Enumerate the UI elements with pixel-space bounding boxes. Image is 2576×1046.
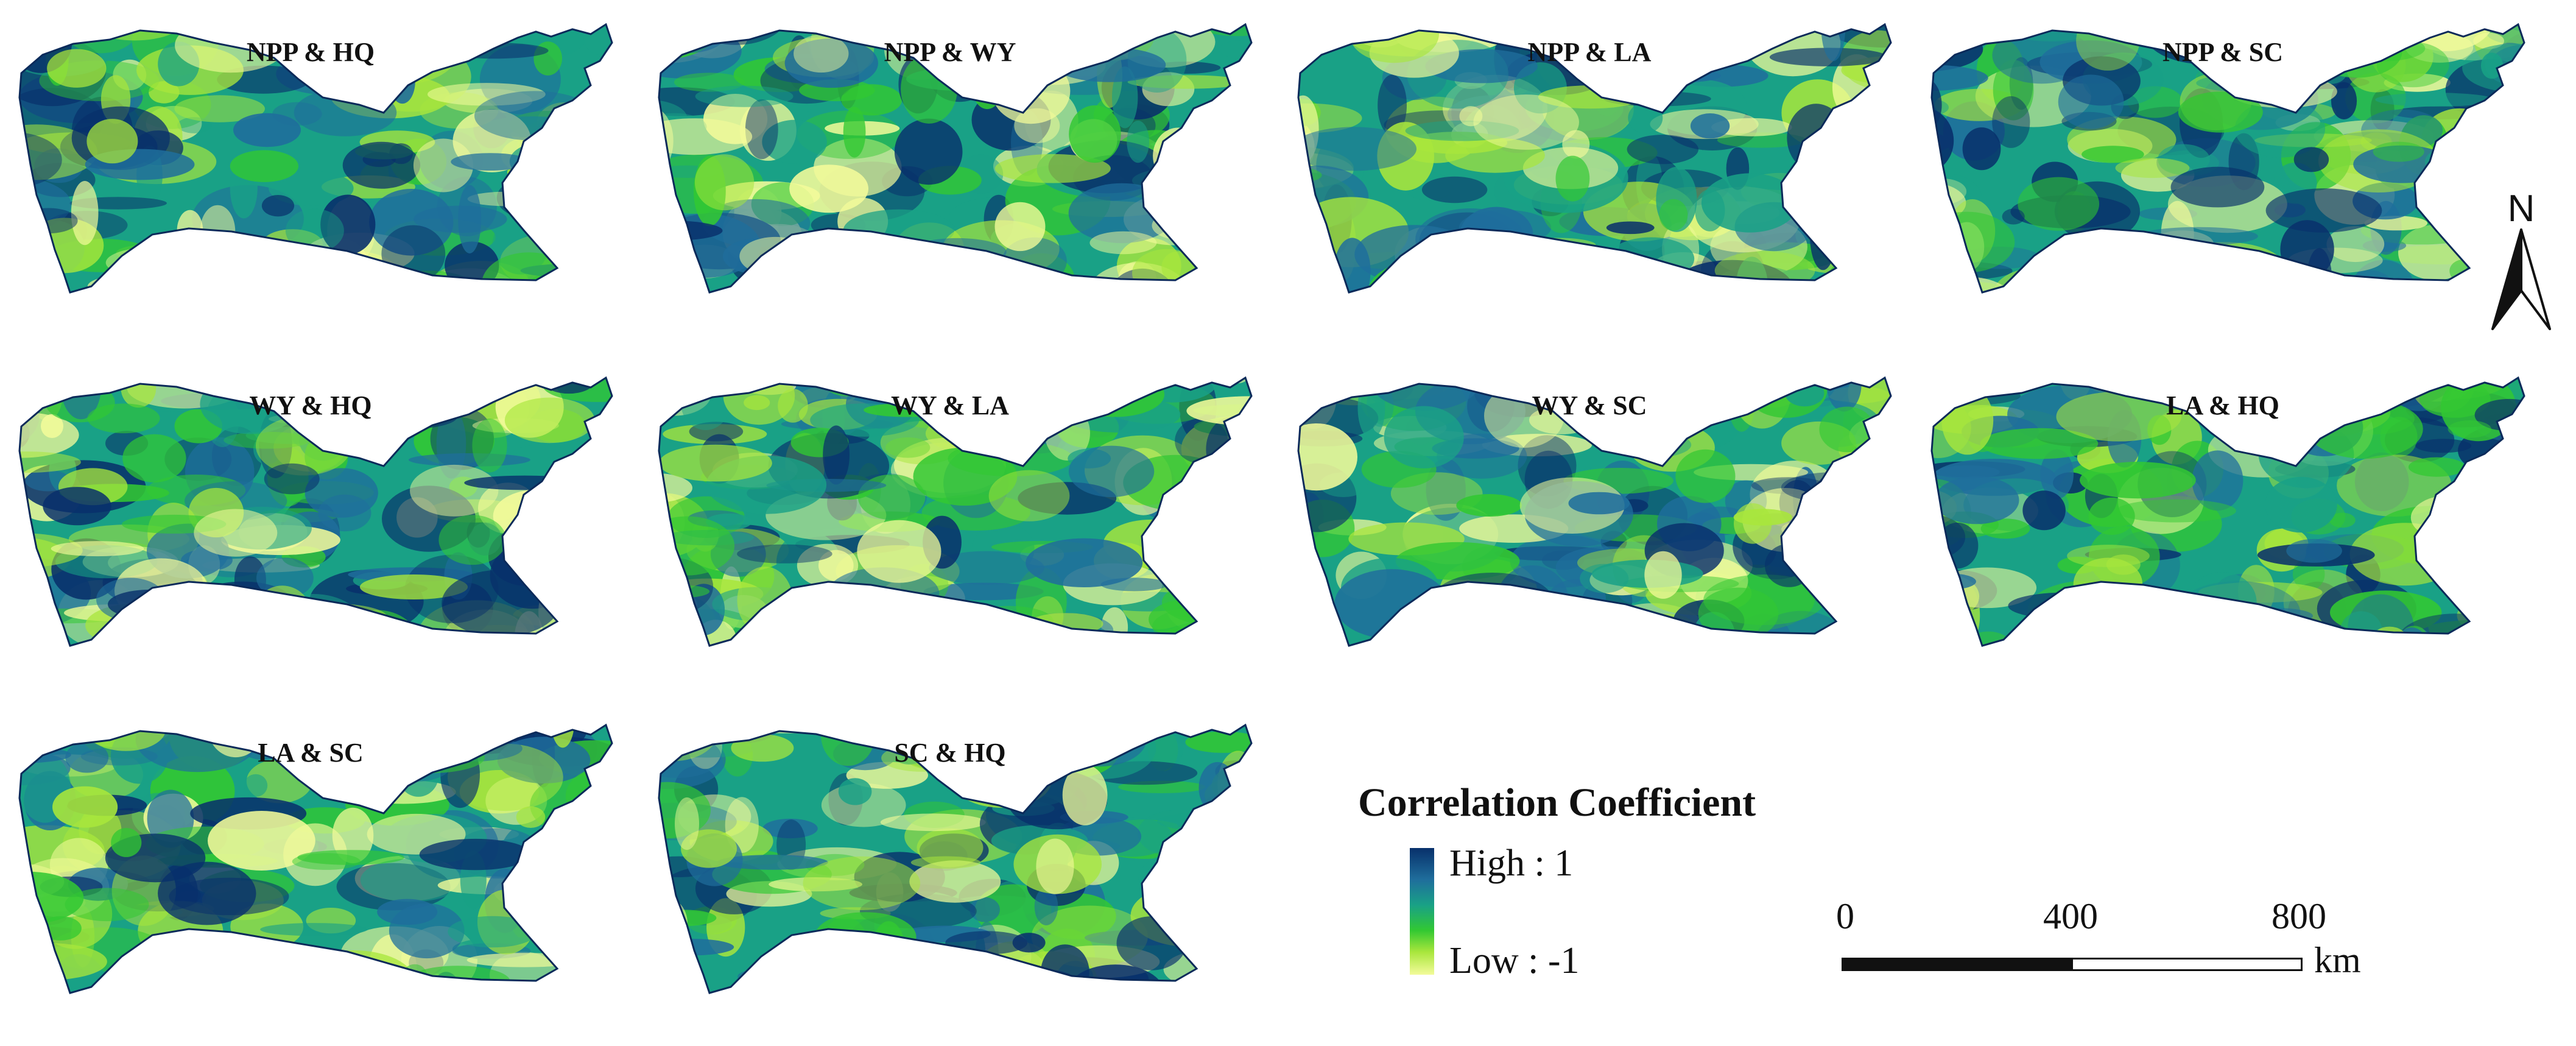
legend-title: Correlation Coefficient: [1358, 780, 1756, 825]
correlation-map: [18, 23, 613, 294]
map-panel-title: NPP & WY: [884, 37, 1016, 67]
map-panel-title: WY & SC: [1532, 390, 1647, 420]
map-panel: SC & HQ: [646, 701, 1255, 1017]
correlation-map: [18, 376, 613, 647]
correlation-map: [1297, 376, 1892, 647]
scale-bar-filled-segment: [1842, 958, 2073, 971]
scale-bar-label-400: 400: [2043, 896, 2098, 936]
correlation-map: [18, 723, 613, 994]
correlation-map: [1297, 23, 1892, 294]
map-panel: NPP & SC: [1918, 0, 2527, 317]
map-panel: WY & SC: [1285, 353, 1894, 670]
map-panel-title: SC & HQ: [894, 738, 1006, 768]
scale-bar-label-0: 0: [1836, 896, 1854, 936]
scale-bar-label-800: 800: [2272, 896, 2326, 936]
north-arrow-icon: N: [2488, 186, 2555, 335]
map-panel: NPP & HQ: [6, 0, 615, 317]
correlation-map: [1930, 376, 2525, 647]
north-label: N: [2508, 188, 2535, 230]
legend: Correlation Coefficient High : 1 Low : -…: [1358, 780, 1845, 999]
map-panel: NPP & LA: [1285, 0, 1894, 317]
legend-low-label: Low : -1: [1449, 940, 1580, 981]
map-panel: WY & LA: [646, 353, 1255, 670]
map-panel-title: LA & HQ: [2166, 390, 2279, 420]
map-panel: NPP & WY: [646, 0, 1255, 317]
correlation-map: [658, 723, 1253, 994]
map-panel-title: WY & HQ: [249, 390, 372, 420]
correlation-map: [658, 376, 1253, 647]
map-panel-title: NPP & LA: [1527, 37, 1652, 67]
scale-bar-empty-segment: [2071, 958, 2303, 971]
map-panel-title: LA & SC: [258, 738, 364, 768]
map-panel-title: WY & LA: [891, 390, 1009, 420]
map-panel-title: NPP & HQ: [246, 37, 375, 67]
map-panel: LA & HQ: [1918, 353, 2527, 670]
legend-color-ramp: [1410, 848, 1434, 975]
correlation-map: [658, 23, 1253, 294]
map-panel: WY & HQ: [6, 353, 615, 670]
legend-high-label: High : 1: [1449, 843, 1574, 884]
map-panel-title: NPP & SC: [2163, 37, 2283, 67]
scale-bar-unit: km: [2314, 940, 2361, 980]
map-panel: LA & SC: [6, 701, 615, 1017]
scale-bar: 0 400 800 km: [1833, 896, 2442, 987]
